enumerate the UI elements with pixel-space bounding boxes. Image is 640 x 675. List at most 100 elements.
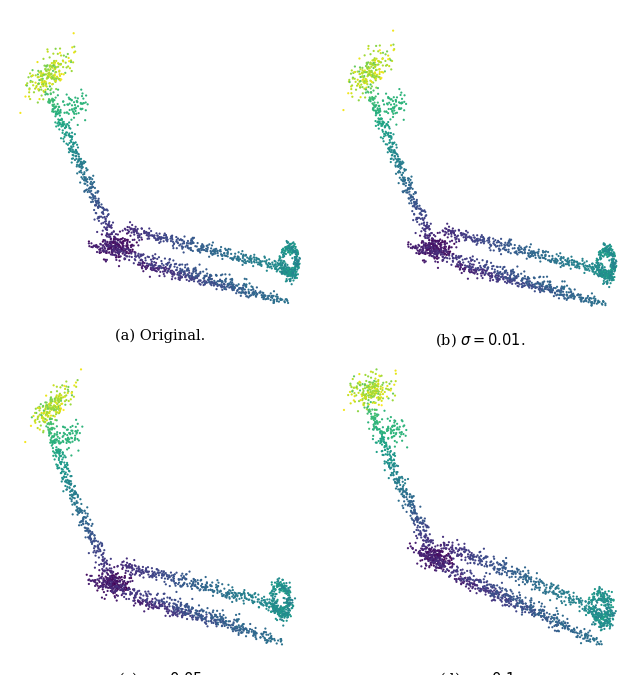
Point [112,234,122,244]
Point [67,157,77,168]
Point [126,570,136,581]
Point [102,576,113,587]
Point [211,617,221,628]
Point [41,65,51,76]
Point [596,253,606,264]
Point [588,261,598,272]
Point [221,281,232,292]
Point [479,233,489,244]
Point [79,173,90,184]
Point [504,240,515,250]
Point [388,449,398,460]
Point [415,204,426,215]
Point [86,242,97,252]
Point [573,630,583,641]
Point [395,167,405,178]
Point [53,394,63,405]
Point [364,405,374,416]
Point [271,580,282,591]
Point [182,579,192,590]
Point [177,265,188,276]
Point [423,537,433,547]
Point [468,251,478,262]
Point [132,228,142,239]
Point [372,384,382,395]
Point [453,257,463,268]
Point [433,248,443,259]
Point [371,110,381,121]
Point [479,577,489,588]
Point [281,267,291,278]
Point [557,618,568,629]
Point [279,611,289,622]
Point [508,266,518,277]
Point [143,586,154,597]
Point [522,276,532,287]
Point [191,580,201,591]
Point [280,264,290,275]
Point [146,260,156,271]
Point [490,588,500,599]
Point [98,549,108,560]
Point [415,518,425,529]
Point [346,81,356,92]
Point [387,455,397,466]
Point [470,580,480,591]
Point [470,264,481,275]
Point [596,606,607,617]
Point [381,120,391,131]
Point [290,273,300,284]
Point [542,271,552,282]
Point [229,587,239,598]
Point [80,157,90,167]
Point [420,532,431,543]
Point [98,556,108,566]
Point [102,239,112,250]
Point [64,147,74,158]
Point [598,593,609,604]
Point [399,186,409,196]
Point [451,252,461,263]
Point [41,78,51,88]
Point [100,236,111,246]
Point [484,233,494,244]
Point [431,554,441,565]
Point [559,620,569,631]
Point [103,579,113,590]
Point [385,134,395,145]
Point [602,620,612,631]
Point [58,117,68,128]
Point [269,583,279,594]
Point [47,414,57,425]
Point [406,506,416,517]
Point [378,389,388,400]
Point [180,262,190,273]
Point [602,616,612,626]
Text: (a) Original.: (a) Original. [115,328,205,343]
Point [168,243,179,254]
Point [190,273,200,284]
Point [531,576,541,587]
Point [215,244,225,255]
Point [367,378,378,389]
Point [607,614,618,624]
Point [284,588,294,599]
Point [288,242,298,252]
Point [38,427,48,437]
Point [138,257,148,268]
Point [182,242,193,253]
Point [67,104,77,115]
Point [153,234,163,244]
Point [501,589,511,599]
Point [503,238,513,248]
Point [505,595,515,605]
Point [248,288,258,298]
Point [239,588,249,599]
Point [365,63,375,74]
Point [99,246,109,256]
Point [45,400,55,410]
Point [568,591,579,602]
Point [488,233,499,244]
Point [415,549,425,560]
Point [152,564,163,575]
